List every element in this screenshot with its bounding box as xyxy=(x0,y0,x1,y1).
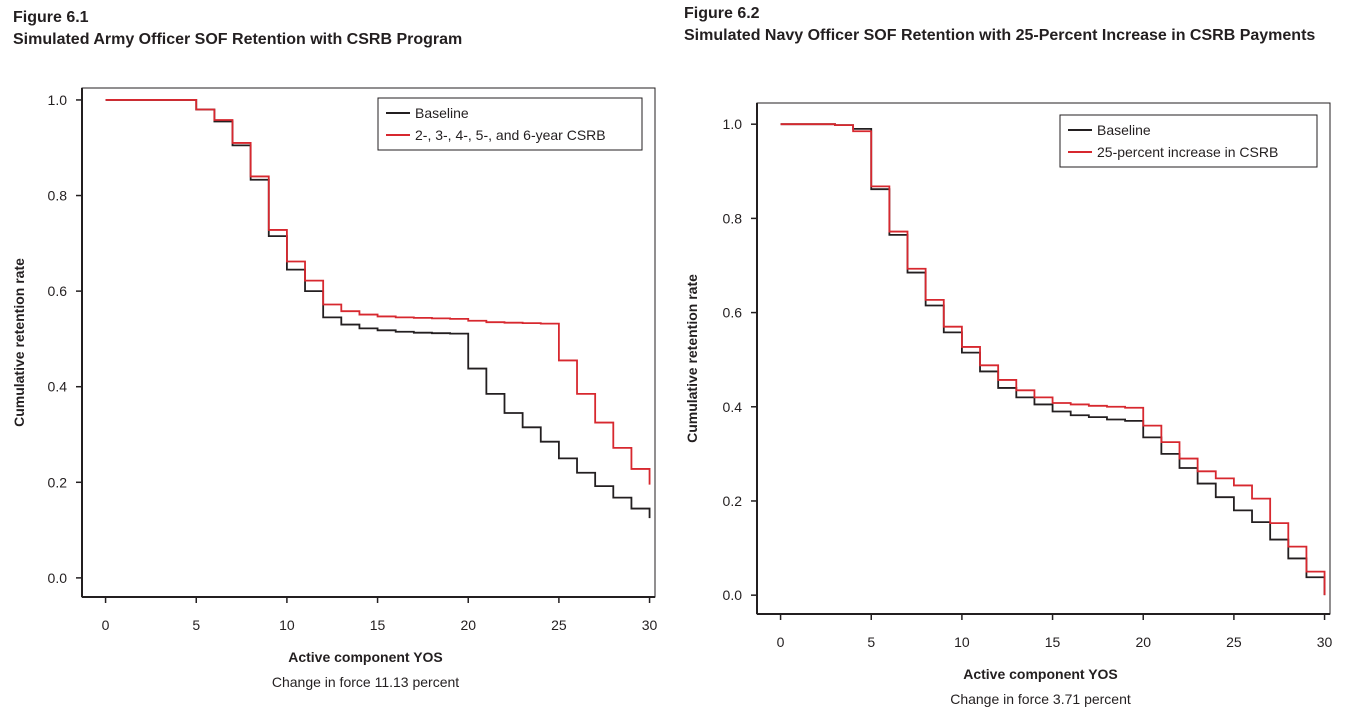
chart-army-retention: 0 5 10 15 20 25 30 0.0 0.2 0.4 0.6 0.8 1.0 Active com… xyxy=(11,87,658,690)
legend-box xyxy=(1059,114,1318,168)
figure-6-2: Figure 6.2 Simulated Navy Officer SOF Re… xyxy=(684,0,1344,47)
y-tick-label: 0.2 xyxy=(48,474,68,490)
legend-label: 25-percent increase in CSRB xyxy=(1097,144,1278,160)
plot-frame xyxy=(81,87,656,598)
series-line xyxy=(780,123,1326,596)
x-tick-label: 30 xyxy=(1317,634,1333,650)
series-line xyxy=(780,123,1326,596)
x-tick-label: 15 xyxy=(1045,634,1061,650)
y-tick-label: 0.8 xyxy=(48,188,68,204)
x-tick-label: 5 xyxy=(192,617,200,633)
plot-frame xyxy=(756,102,1331,615)
x-tick-label: 20 xyxy=(1135,634,1151,650)
legend-label: Baseline xyxy=(1097,122,1151,138)
change-in-force-note: Change in force 11.13 percent xyxy=(272,674,459,690)
legend-label: Baseline xyxy=(415,105,469,121)
y-axis-title: Cumulative retention rate xyxy=(684,274,700,443)
figure-6-1: Figure 6.1 Simulated Army Officer SOF Re… xyxy=(13,0,673,51)
x-tick-label: 5 xyxy=(867,634,875,650)
figure-title: Simulated Navy Officer SOF Retention wit… xyxy=(684,27,1316,44)
x-tick-label: 10 xyxy=(954,634,970,650)
legend-box xyxy=(377,97,643,151)
y-tick-label: 0.4 xyxy=(48,379,68,395)
y-tick-label: 0.6 xyxy=(723,305,743,321)
figure-label: Figure 6.2 xyxy=(684,5,760,22)
series-line xyxy=(105,99,651,519)
x-tick-label: 30 xyxy=(642,617,658,633)
x-axis-title: Active component YOS xyxy=(288,649,443,665)
y-tick-label: 0.0 xyxy=(48,570,68,586)
y-tick-label: 1.0 xyxy=(48,92,68,108)
change-in-force-note: Change in force 3.71 percent xyxy=(950,691,1131,707)
x-tick-label: 25 xyxy=(1226,634,1242,650)
x-axis-title: Active component YOS xyxy=(963,666,1118,682)
x-tick-label: 10 xyxy=(279,617,295,633)
x-tick-label: 25 xyxy=(551,617,567,633)
x-tick-label: 20 xyxy=(460,617,476,633)
y-axis-title: Cumulative retention rate xyxy=(11,258,27,427)
legend-label: 2-, 3-, 4-, 5-, and 6-year CSRB xyxy=(415,127,606,143)
y-tick-label: 0.0 xyxy=(723,587,743,603)
x-tick-label: 0 xyxy=(102,617,110,633)
x-tick-label: 0 xyxy=(777,634,785,650)
chart-navy-retention: 0 5 10 15 20 25 30 0.0 0.2 0.4 0.6 0.8 1.0 Active com… xyxy=(684,102,1333,707)
figure-label: Figure 6.1 xyxy=(13,9,89,26)
y-tick-label: 0.6 xyxy=(48,283,68,299)
figure-title: Simulated Army Officer SOF Retention wit… xyxy=(13,31,463,48)
y-tick-label: 1.0 xyxy=(723,116,743,132)
series-line xyxy=(105,99,651,485)
x-tick-label: 15 xyxy=(370,617,386,633)
y-tick-label: 0.2 xyxy=(723,493,743,509)
y-tick-label: 0.4 xyxy=(723,399,743,415)
y-tick-label: 0.8 xyxy=(723,210,743,226)
